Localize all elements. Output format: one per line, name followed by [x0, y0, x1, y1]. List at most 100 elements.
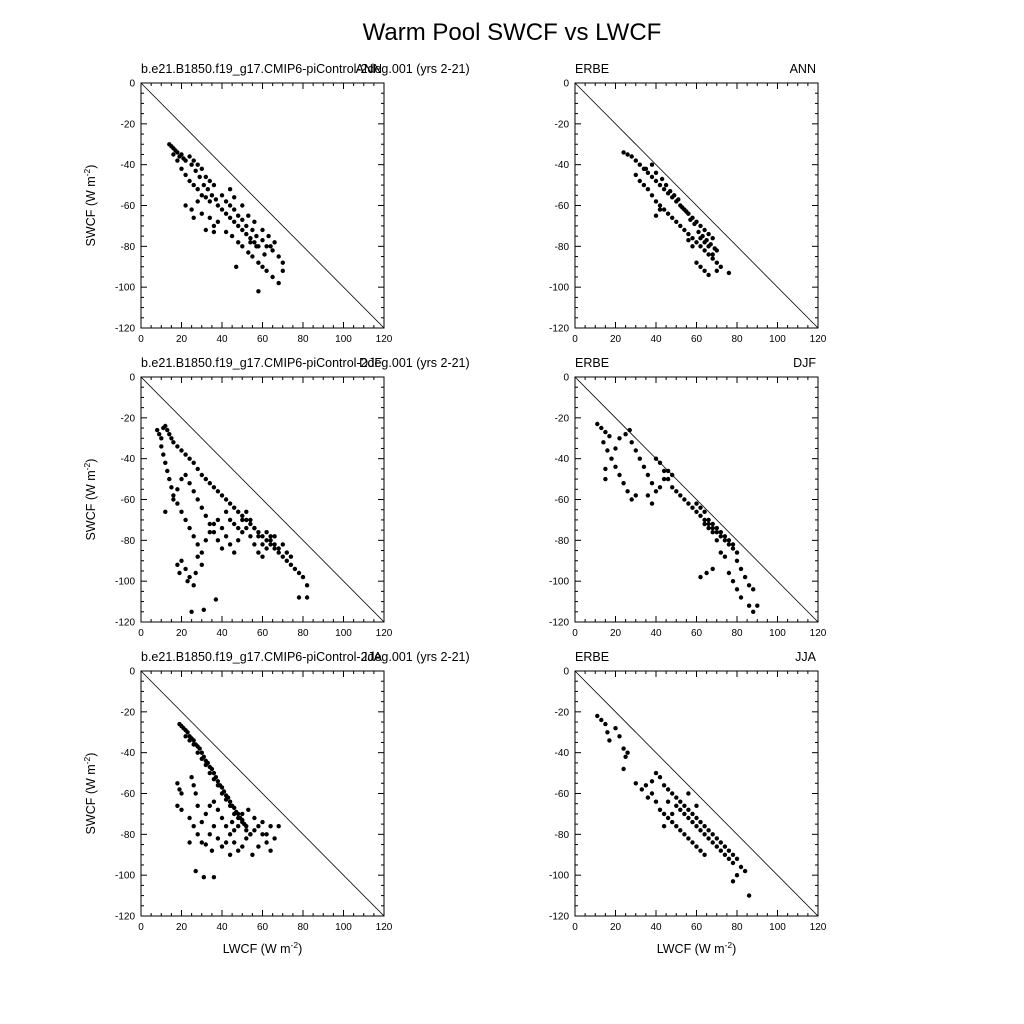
scatter-point	[702, 227, 707, 233]
scatter-point	[260, 832, 265, 837]
scatter-point	[256, 824, 261, 829]
scatter-point	[714, 538, 719, 543]
scatter-point	[722, 554, 728, 559]
scatter-point	[227, 187, 233, 192]
scatter-point	[167, 432, 172, 437]
scatter-point	[240, 819, 245, 825]
scatter-point	[223, 534, 229, 539]
scatter-point	[686, 791, 691, 796]
scatter-point	[187, 815, 192, 821]
scatter-point	[207, 215, 212, 220]
scatter-point	[187, 738, 192, 743]
panel-title-right: JJA	[361, 650, 383, 664]
scatter-point	[649, 791, 655, 796]
x-tick-label: 40	[650, 628, 662, 639]
scatter-point	[653, 199, 659, 204]
scatter-point	[617, 472, 622, 478]
scatter-point	[682, 803, 687, 808]
scatter-point	[203, 476, 208, 482]
scatter-point	[702, 852, 707, 857]
panel-title-left: ERBE	[575, 62, 609, 76]
y-tick-label: -120	[549, 912, 569, 923]
scatter-point	[223, 229, 229, 235]
scatter-point	[236, 525, 241, 531]
scatter-point	[183, 203, 188, 208]
scatter-point	[726, 848, 732, 853]
scatter-point	[236, 824, 241, 829]
scatter-point	[690, 236, 695, 241]
scatter-point	[244, 836, 249, 841]
scatter-point	[195, 187, 200, 192]
scatter-point	[215, 517, 221, 523]
scatter-point	[260, 227, 265, 233]
scatter-point	[601, 440, 606, 445]
figure-title: Warm Pool SWCF vs LWCF	[363, 19, 662, 46]
scatter-point	[252, 828, 257, 833]
scatter-point	[260, 819, 265, 825]
y-tick-label: -100	[115, 283, 135, 294]
scatter-point	[195, 554, 200, 559]
scatter-point	[223, 199, 229, 204]
scatter-point	[674, 219, 679, 224]
scatter-point	[595, 421, 600, 427]
scatter-point	[244, 223, 249, 229]
x-tick-label: 120	[376, 334, 393, 345]
scatter-point	[672, 193, 677, 198]
scatter-point	[670, 472, 675, 478]
scatter-point	[191, 783, 196, 788]
scatter-point	[211, 521, 217, 527]
scatter-point	[197, 746, 202, 751]
scatter-point	[686, 815, 691, 821]
scatter-point	[187, 525, 192, 531]
scatter-point	[248, 236, 253, 241]
scatter-point	[702, 509, 707, 514]
scatter-point	[698, 513, 703, 518]
scatter-point	[603, 476, 608, 482]
scatter-point	[722, 534, 728, 539]
scatter-point	[244, 828, 249, 833]
scatter-point	[714, 836, 719, 841]
scatter-point	[674, 803, 679, 808]
scatter-point	[260, 542, 265, 547]
scatter-point	[653, 489, 659, 494]
panel-title-left: b.e21.B1850.f19_g17.CMIP6-piControl-2deg…	[141, 356, 470, 370]
scatter-point	[163, 460, 168, 465]
scatter-point	[256, 260, 261, 265]
y-tick-label: 0	[129, 79, 135, 90]
scatter-panel-6: ERBE JJA 0 20 40 60 80 100 120 0 -20 -40 -60 -80 -100 -…	[549, 650, 827, 956]
scatter-point	[209, 848, 215, 853]
scatter-point	[698, 505, 703, 510]
scatter-point	[694, 501, 699, 506]
scatter-point	[698, 244, 703, 249]
scatter-point	[232, 811, 237, 817]
scatter-point	[248, 832, 253, 837]
scatter-point	[657, 460, 663, 465]
plot-frame	[140, 670, 385, 917]
scatter-point	[250, 227, 255, 233]
scatter-point	[195, 466, 200, 472]
scatter-point	[633, 448, 638, 453]
scatter-point	[718, 264, 723, 269]
scatter-point	[232, 195, 237, 200]
scatter-point	[183, 172, 188, 178]
scatter-point	[187, 574, 192, 580]
scatter-point	[203, 811, 208, 817]
scatter-point	[169, 485, 174, 490]
scatter-point	[252, 240, 257, 245]
scatter-point	[240, 244, 245, 249]
scatter-point	[629, 497, 634, 502]
scatter-point	[714, 260, 719, 265]
scatter-point	[649, 174, 655, 180]
scatter-point	[730, 579, 736, 584]
scatter-point	[643, 166, 649, 171]
scatter-point	[714, 248, 719, 253]
scatter-point	[191, 158, 196, 163]
scatter-point	[223, 824, 229, 829]
scatter-point	[738, 864, 744, 870]
scatter-point	[649, 481, 655, 486]
scatter-point	[730, 546, 736, 551]
scatter-point	[179, 807, 184, 812]
scatter-point	[256, 534, 261, 539]
scatter-point	[185, 579, 190, 584]
y-tick-label: -120	[115, 618, 135, 629]
